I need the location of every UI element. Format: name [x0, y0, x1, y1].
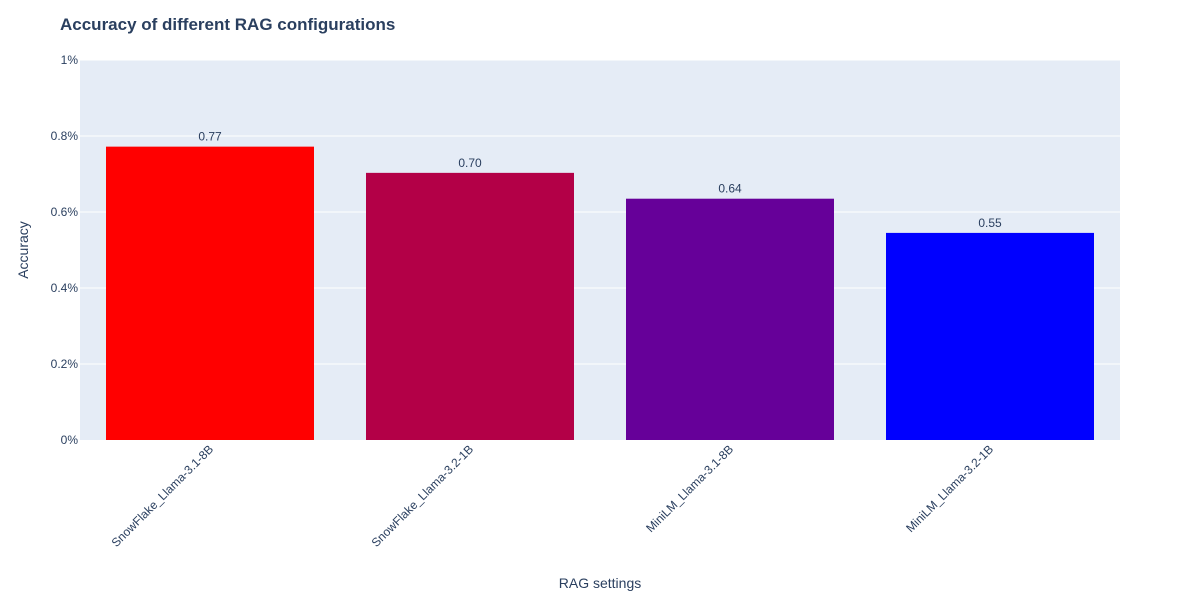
bar [626, 198, 834, 440]
y-tick-label: 0% [61, 433, 79, 447]
bar-value-label: 0.64 [718, 182, 742, 196]
y-tick-label: 1% [61, 53, 79, 67]
x-axis-title: RAG settings [559, 575, 641, 591]
y-tick-label: 0.2% [51, 357, 79, 371]
bar-value-label: 0.70 [458, 156, 482, 170]
x-tick-label: SnowFlake_Llama-3.2-1B [369, 442, 477, 550]
chart-title: Accuracy of different RAG configurations [60, 15, 395, 34]
bar [886, 232, 1094, 440]
bar-value-labels: 0.77 0.70 0.64 0.55 [198, 130, 1002, 230]
y-tick-label: 0.6% [51, 205, 79, 219]
bar [106, 146, 314, 440]
x-tick-label: SnowFlake_Llama-3.1-8B [109, 442, 217, 550]
bar-value-label: 0.55 [978, 216, 1002, 230]
y-tick-label: 0.4% [51, 281, 79, 295]
y-axis-ticks: 0% 0.2% 0.4% 0.6% 0.8% 1% [51, 53, 79, 447]
bar [366, 172, 574, 441]
bar-value-label: 0.77 [198, 130, 222, 144]
y-axis-title: Accuracy [15, 221, 31, 279]
x-tick-label: MiniLM_Llama-3.2-1B [903, 442, 996, 535]
bars [106, 146, 1094, 441]
x-tick-label: MiniLM_Llama-3.1-8B [643, 442, 736, 535]
y-tick-label: 0.8% [51, 129, 79, 143]
x-axis-ticks: SnowFlake_Llama-3.1-8B SnowFlake_Llama-3.… [109, 442, 997, 550]
